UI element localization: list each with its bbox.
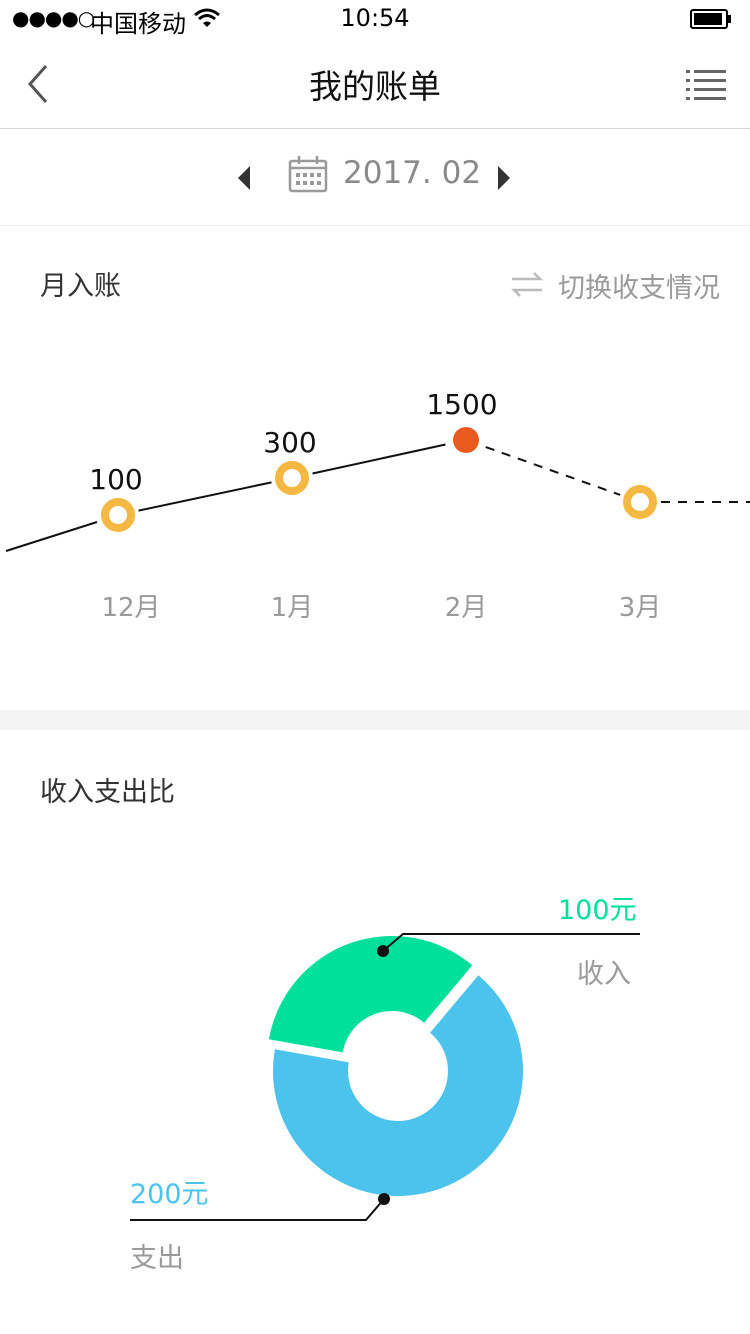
nav-bar: 我的账单 bbox=[0, 40, 750, 129]
data-point-3月 bbox=[623, 485, 657, 519]
donut-slice-支出 bbox=[273, 975, 523, 1196]
carrier-name: 中国移动 bbox=[90, 10, 186, 38]
switch-income-expense-link[interactable]: 切换收支情况 bbox=[510, 266, 730, 304]
section-divider bbox=[0, 710, 750, 730]
chart-line-segment bbox=[312, 443, 446, 475]
expense-label: 支出 bbox=[130, 1243, 184, 1274]
chart-line-segment bbox=[5, 521, 98, 552]
signal-strength-icon: ●●●●○ bbox=[12, 6, 95, 30]
income-expense-donut-chart bbox=[130, 933, 640, 1221]
expense-leader-line bbox=[130, 1198, 385, 1221]
list-menu-icon[interactable] bbox=[686, 68, 726, 100]
status-bar: ●●●●○ 中国移动 10:54 bbox=[0, 0, 750, 40]
calendar-icon[interactable] bbox=[288, 155, 328, 193]
wifi-icon bbox=[194, 8, 220, 27]
chart-line-segment bbox=[138, 481, 272, 512]
data-label: 1500 bbox=[426, 388, 497, 421]
data-label: 300 bbox=[263, 426, 316, 459]
swap-arrows-icon bbox=[510, 272, 544, 297]
expense-amount-label: 200元 bbox=[130, 1179, 209, 1210]
x-tick-label: 1月 bbox=[271, 593, 314, 623]
income-label: 收入 bbox=[577, 959, 631, 990]
donut-slice-收入 bbox=[268, 936, 473, 1053]
next-month-arrow-icon[interactable] bbox=[496, 165, 512, 191]
data-point-2月 bbox=[453, 427, 479, 453]
back-arrow-icon[interactable] bbox=[24, 62, 54, 106]
income-amount-label: 100元 bbox=[558, 895, 637, 926]
selected-month[interactable]: 2017. 02 bbox=[343, 155, 482, 191]
x-tick-label: 12月 bbox=[101, 593, 160, 623]
previous-month-arrow-icon[interactable] bbox=[236, 165, 252, 191]
clock: 10:54 bbox=[340, 4, 410, 32]
monthly-income-line-chart: 100 12月 300 1月 1500 2月 3月 bbox=[5, 388, 750, 623]
income-expense-ratio-title: 收入支出比 bbox=[40, 777, 175, 808]
x-tick-label: 3月 bbox=[619, 593, 662, 623]
x-tick-label: 2月 bbox=[445, 593, 488, 623]
battery-icon bbox=[690, 9, 731, 29]
monthly-income-title: 月入账 bbox=[40, 271, 121, 302]
data-point-12月 bbox=[101, 498, 135, 532]
data-label: 100 bbox=[89, 463, 142, 496]
page-title: 我的账单 bbox=[309, 67, 441, 106]
switch-label: 切换收支情况 bbox=[558, 273, 720, 304]
income-leader-line bbox=[382, 933, 640, 952]
chart-line-segment bbox=[485, 446, 621, 496]
data-point-1月 bbox=[275, 461, 309, 495]
date-selector: 2017. 02 bbox=[0, 129, 750, 226]
